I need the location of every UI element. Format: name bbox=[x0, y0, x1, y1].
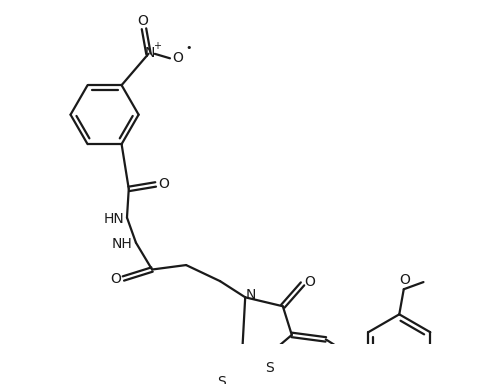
Text: O: O bbox=[158, 177, 169, 192]
Text: •: • bbox=[185, 43, 192, 53]
Text: O: O bbox=[137, 14, 148, 28]
Text: O: O bbox=[110, 272, 121, 286]
Text: N: N bbox=[145, 46, 156, 60]
Text: O: O bbox=[304, 275, 315, 289]
Text: NH: NH bbox=[111, 237, 132, 252]
Text: S: S bbox=[217, 376, 226, 384]
Text: HN: HN bbox=[104, 212, 125, 227]
Text: +: + bbox=[153, 41, 161, 51]
Text: O: O bbox=[172, 51, 183, 65]
Text: S: S bbox=[265, 361, 274, 375]
Text: N: N bbox=[246, 288, 256, 301]
Text: O: O bbox=[399, 273, 410, 287]
